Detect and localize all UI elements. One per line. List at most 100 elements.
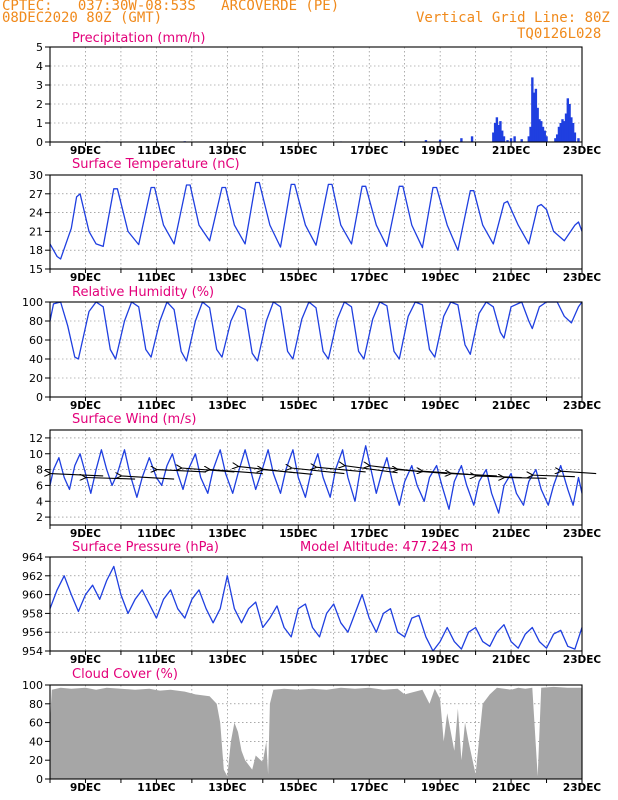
x-tick-label: 15DEC bbox=[279, 400, 318, 412]
x-tick-label: 11DEC bbox=[137, 528, 176, 540]
y-tick-label: 27 bbox=[29, 188, 43, 201]
precip-bar-18 bbox=[502, 136, 506, 142]
rh-panel: 0 20 40 60 80 100 9DEC 11DEC 13DEC 15DEC 17DEC 19DE… bbox=[22, 285, 601, 412]
precip-bar-33 bbox=[545, 136, 548, 142]
y-tick-label: 100 bbox=[22, 679, 43, 692]
wind-arrow-9 bbox=[316, 467, 366, 473]
x-tick-label: 19DEC bbox=[421, 654, 460, 666]
wind-arrow-8 bbox=[291, 468, 345, 475]
x-tick-label: 21DEC bbox=[492, 272, 531, 284]
precip-bar-19 bbox=[506, 140, 509, 142]
cloud-cover-area bbox=[50, 686, 582, 779]
precip-bar-15 bbox=[497, 124, 500, 142]
y-tick-label: 3 bbox=[36, 79, 43, 92]
x-tick-label: 21DEC bbox=[492, 400, 531, 412]
x-tick-label: 15DEC bbox=[279, 145, 318, 157]
precip-bar-29 bbox=[538, 119, 541, 142]
y-tick-label: 18 bbox=[29, 244, 43, 257]
x-tick-label: 17DEC bbox=[350, 782, 389, 794]
y-tick-label: 0 bbox=[36, 136, 43, 149]
x-tick-label: 11DEC bbox=[137, 145, 176, 157]
precip-bar-36 bbox=[557, 126, 561, 142]
x-tick-label: 13DEC bbox=[208, 782, 247, 794]
temp-title: Surface Temperature (nC) bbox=[72, 157, 240, 172]
precip-bar-16 bbox=[499, 121, 502, 142]
precip-bar-14 bbox=[495, 117, 499, 142]
model-altitude-annotation: Model Altitude: 477.243 m bbox=[300, 540, 473, 555]
cloud-frame bbox=[49, 684, 583, 780]
precip-bar-34 bbox=[554, 138, 557, 142]
x-tick-label: 17DEC bbox=[350, 272, 389, 284]
x-tick-label: 9DEC bbox=[70, 782, 101, 794]
precip-frame bbox=[49, 46, 583, 143]
wind-panel: 2 4 6 8 10 12 9DEC 11DEC 13DEC 15DEC 17DEC 19DEC 21D… bbox=[29, 412, 601, 540]
precip-bar-30 bbox=[540, 121, 543, 142]
y-tick-label: 30 bbox=[29, 169, 43, 182]
rh-title: Relative Humidity (%) bbox=[72, 285, 214, 300]
x-tick-label: 15DEC bbox=[279, 528, 318, 540]
x-tick-label: 9DEC bbox=[70, 528, 101, 540]
x-tick-label: 19DEC bbox=[421, 145, 460, 157]
cloud-panel: 0 20 40 60 80 100 9DEC 11DEC 13DEC 15DEC 17DEC 19DE… bbox=[22, 667, 601, 794]
y-tick-label: 12 bbox=[29, 432, 43, 445]
y-tick-label: 10 bbox=[29, 448, 43, 461]
y-tick-label: 960 bbox=[22, 589, 43, 602]
rh-series-line bbox=[49, 301, 583, 362]
x-tick-label: 9DEC bbox=[70, 400, 101, 412]
wind-series-line bbox=[49, 445, 583, 514]
wind-arrow-10 bbox=[344, 466, 398, 474]
precip-bar-10 bbox=[460, 138, 463, 142]
temp-frame bbox=[49, 174, 583, 270]
y-tick-label: 21 bbox=[29, 225, 43, 238]
precip-bar-38 bbox=[561, 119, 564, 142]
x-tick-label: 13DEC bbox=[208, 654, 247, 666]
y-tick-label: 958 bbox=[22, 607, 43, 620]
x-tick-label: 19DEC bbox=[421, 528, 460, 540]
precip-bar-42 bbox=[568, 104, 571, 142]
pres-panel: 954 956 958 960 962 964 9DEC 11DEC 13DEC 15DEC 17D… bbox=[22, 540, 601, 666]
x-tick-label: 13DEC bbox=[208, 145, 247, 157]
y-tick-label: 1 bbox=[36, 117, 43, 130]
wind-arrow-0 bbox=[50, 474, 104, 476]
precip-bar-20 bbox=[509, 138, 513, 142]
y-tick-label: 60 bbox=[29, 334, 43, 347]
x-tick-label: 21DEC bbox=[492, 145, 531, 157]
header-run-code: TQ0126L028 bbox=[517, 26, 602, 42]
x-tick-label: 21DEC bbox=[492, 782, 531, 794]
y-tick-label: 80 bbox=[29, 698, 43, 711]
x-tick-label: 23DEC bbox=[563, 782, 602, 794]
y-tick-label: 40 bbox=[29, 353, 43, 366]
y-tick-label: 20 bbox=[29, 372, 43, 385]
precip-bar-45 bbox=[573, 132, 577, 142]
precip-bar-25 bbox=[531, 77, 534, 142]
wind-arrow-7 bbox=[263, 470, 313, 475]
wind-arrow-18 bbox=[561, 471, 597, 473]
y-tick-label: 4 bbox=[36, 60, 43, 73]
y-tick-label: 2 bbox=[36, 511, 43, 524]
x-tick-label: 17DEC bbox=[350, 528, 389, 540]
y-tick-label: 80 bbox=[29, 315, 43, 328]
y-tick-label: 4 bbox=[36, 495, 43, 508]
precip-panel: 0 1 2 3 4 5 9DEC 11DEC 13DEC 15DEC 17DEC 19DEC 21DEC… bbox=[36, 31, 601, 157]
precip-bar-27 bbox=[534, 88, 538, 142]
precip-bar-26 bbox=[532, 92, 536, 142]
wind-arrow-2 bbox=[121, 476, 175, 480]
precip-bar-11 bbox=[470, 136, 474, 142]
x-tick-label: 11DEC bbox=[137, 272, 176, 284]
precip-bar-46 bbox=[577, 138, 580, 142]
x-tick-label: 23DEC bbox=[563, 528, 602, 540]
x-tick-label: 23DEC bbox=[563, 654, 602, 666]
precip-bar-22 bbox=[520, 139, 523, 142]
wind-title: Surface Wind (m/s) bbox=[72, 412, 196, 427]
y-tick-label: 5 bbox=[36, 41, 43, 54]
precip-bar-28 bbox=[536, 107, 539, 142]
precip-bar-43 bbox=[570, 117, 573, 142]
temp-panel: 15 18 21 24 27 30 9DEC 11DEC 13DEC 15DEC 17DEC 19DE… bbox=[29, 157, 601, 284]
pres-series-line bbox=[49, 565, 583, 652]
precip-bar-41 bbox=[566, 98, 570, 142]
x-tick-label: 21DEC bbox=[492, 654, 531, 666]
x-tick-label: 9DEC bbox=[70, 654, 101, 666]
x-tick-label: 17DEC bbox=[350, 145, 389, 157]
precip-bar-32 bbox=[543, 130, 546, 142]
